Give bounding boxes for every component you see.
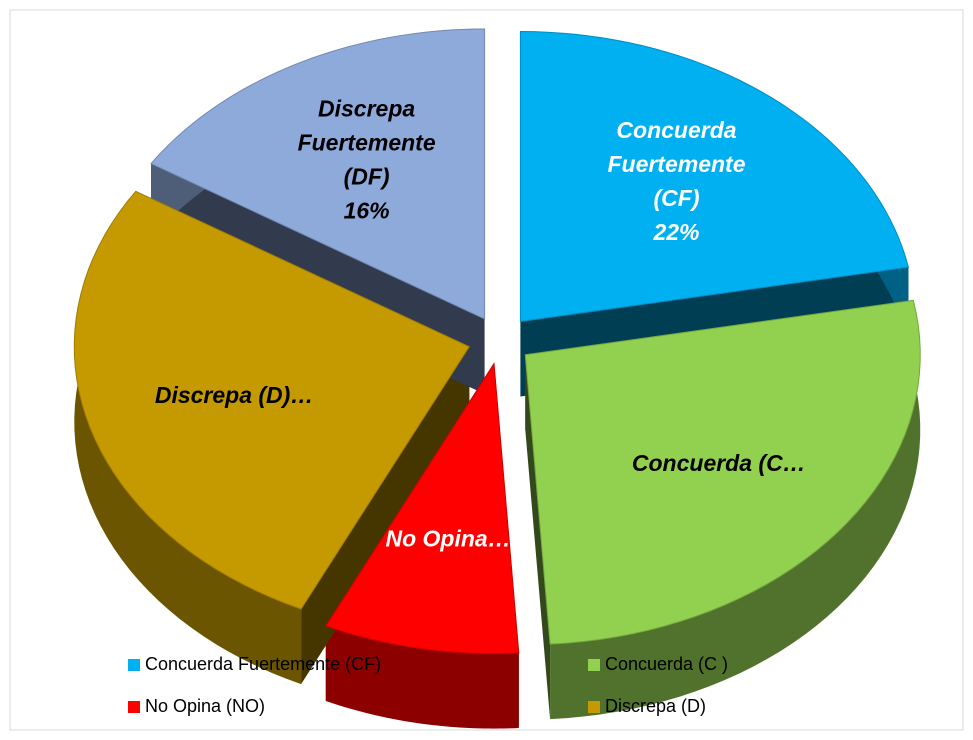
- slice: [524, 299, 921, 645]
- slice-label: 16%: [344, 197, 390, 223]
- legend-swatch: [588, 659, 600, 671]
- slice-label: (DF): [344, 163, 390, 189]
- slice-label: 22%: [652, 219, 699, 245]
- legend-swatch: [588, 701, 600, 713]
- slice-wall: [550, 300, 921, 720]
- slice-label: No Opina…: [385, 525, 510, 551]
- slice-label: Concuerda (C…: [632, 450, 806, 476]
- legend-label: Discrepa (D): [605, 696, 706, 716]
- slice: [73, 190, 471, 610]
- slice-wall: [325, 625, 519, 729]
- legend-swatch: [128, 701, 140, 713]
- legend-label: No Opina (NO): [145, 696, 265, 716]
- slice-label: (CF): [654, 185, 700, 211]
- slice-label: Fuertemente: [607, 151, 745, 177]
- slice: [519, 31, 910, 323]
- legend-label: Concuerda (C ): [605, 654, 728, 674]
- slice-label: Fuertemente: [298, 129, 436, 155]
- slice-side: [525, 354, 551, 720]
- slice: [325, 362, 520, 655]
- slice-label: Discrepa (D)…: [155, 382, 313, 408]
- legend-swatch: [128, 659, 140, 671]
- slice: [150, 28, 486, 320]
- slice-label: Concuerda: [616, 117, 736, 143]
- slice-wall: [74, 191, 302, 685]
- legend-label: Concuerda Fuertemente (CF): [145, 654, 381, 674]
- slice-label: Discrepa: [318, 95, 415, 121]
